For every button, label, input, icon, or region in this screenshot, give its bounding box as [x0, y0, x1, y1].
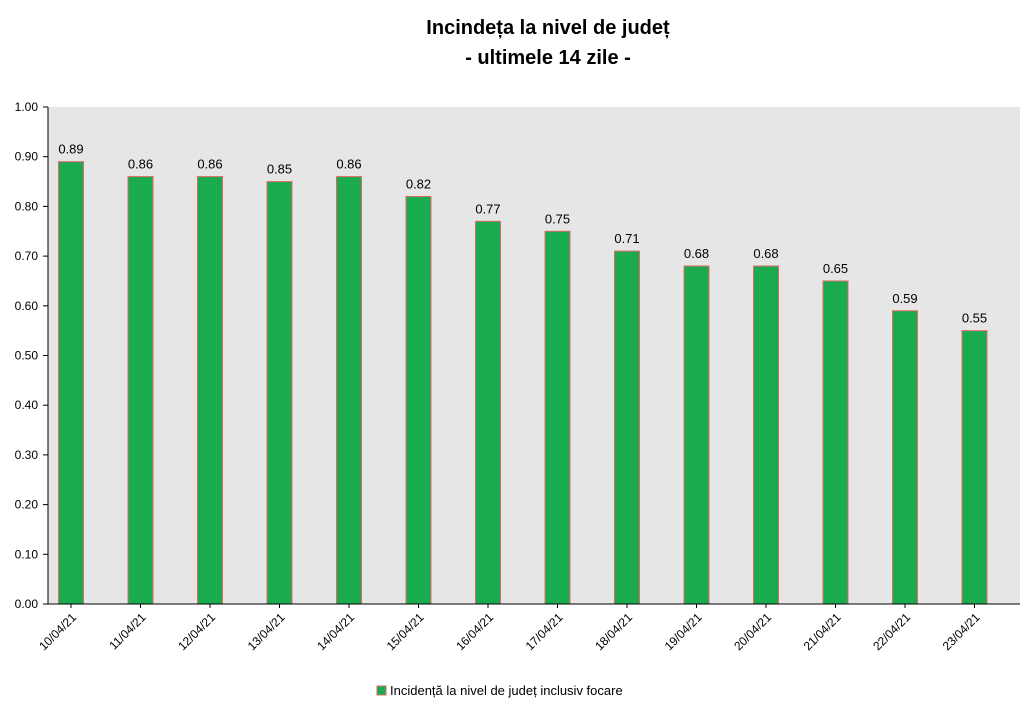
x-tick-label: 16/04/21: [453, 610, 496, 653]
y-tick-label: 0.30: [15, 448, 39, 462]
data-label: 0.75: [545, 211, 570, 226]
chart-title-line-2: - ultimele 14 zile -: [465, 47, 631, 69]
x-tick-label: 18/04/21: [592, 610, 635, 653]
data-label: 0.59: [892, 291, 917, 306]
legend-swatch: [376, 685, 387, 696]
x-tick-label: 12/04/21: [175, 610, 218, 653]
y-tick-label: 0.60: [15, 299, 39, 313]
plot-area: [48, 107, 1020, 604]
legend: Incidență la nivel de județ inclusiv foc…: [376, 683, 623, 698]
y-tick-label: 0.20: [15, 498, 39, 512]
bar: [336, 176, 362, 605]
data-labels: 0.89 0.86 0.86 0.85 0.86 0.82 0.77 0.75 0.71 0.68…: [58, 142, 987, 326]
x-tick-label: 20/04/21: [731, 610, 774, 653]
data-label: 0.86: [197, 157, 222, 172]
bar: [753, 265, 779, 605]
y-tick-label: 0.10: [15, 547, 39, 561]
x-tick-label: 13/04/21: [245, 610, 288, 653]
legend-label: Incidență la nivel de județ inclusiv foc…: [390, 683, 623, 698]
bar: [405, 195, 432, 605]
data-label: 0.65: [823, 261, 848, 276]
x-tick-label: 14/04/21: [314, 610, 357, 653]
x-tick-label: 22/04/21: [870, 610, 913, 653]
y-axis: 0.00 0.10 0.20 0.30 0.40 0.50 0.60 0.70 0.80 0.90…: [15, 100, 49, 611]
x-tick-label: 15/04/21: [384, 610, 427, 653]
bar: [266, 181, 293, 605]
data-label: 0.86: [128, 157, 153, 172]
bar: [475, 220, 501, 605]
x-tick-label: 23/04/21: [940, 610, 983, 653]
chart-title-line-1: Incindeța la nivel de județ: [426, 17, 670, 39]
bar: [892, 310, 918, 605]
x-tick-label: 17/04/21: [523, 610, 566, 653]
bar: [683, 265, 710, 605]
x-tick-label: 21/04/21: [801, 610, 844, 653]
data-label: 0.68: [684, 246, 709, 261]
bar: [614, 250, 640, 605]
data-label: 0.77: [475, 201, 500, 216]
data-label: 0.71: [614, 231, 639, 246]
bar: [544, 230, 571, 605]
bars: [58, 161, 988, 605]
data-label: 0.89: [58, 142, 83, 157]
data-label: 0.85: [267, 162, 292, 177]
bar: [58, 161, 84, 605]
data-label: 0.86: [336, 157, 361, 172]
bar: [822, 280, 849, 605]
x-tick-label: 10/04/21: [36, 610, 79, 653]
y-tick-label: 0.70: [15, 249, 39, 263]
y-tick-label: 0.40: [15, 398, 39, 412]
bar: [127, 176, 154, 605]
data-label: 0.82: [406, 176, 431, 191]
x-tick-label: 11/04/21: [106, 610, 149, 653]
x-tick-label: 19/04/21: [662, 610, 705, 653]
y-tick-label: 0.90: [15, 150, 39, 164]
bar: [197, 176, 223, 605]
y-tick-label: 0.80: [15, 199, 39, 213]
y-tick-label: 1.00: [15, 100, 39, 114]
y-tick-label: 0.50: [15, 349, 39, 363]
y-tick-label: 0.00: [15, 597, 39, 611]
data-label: 0.68: [753, 246, 778, 261]
data-label: 0.55: [962, 311, 987, 326]
bar: [961, 330, 988, 605]
x-axis: 10/04/21 11/04/21 12/04/21 13/04/21 14/04/21…: [36, 603, 1020, 653]
